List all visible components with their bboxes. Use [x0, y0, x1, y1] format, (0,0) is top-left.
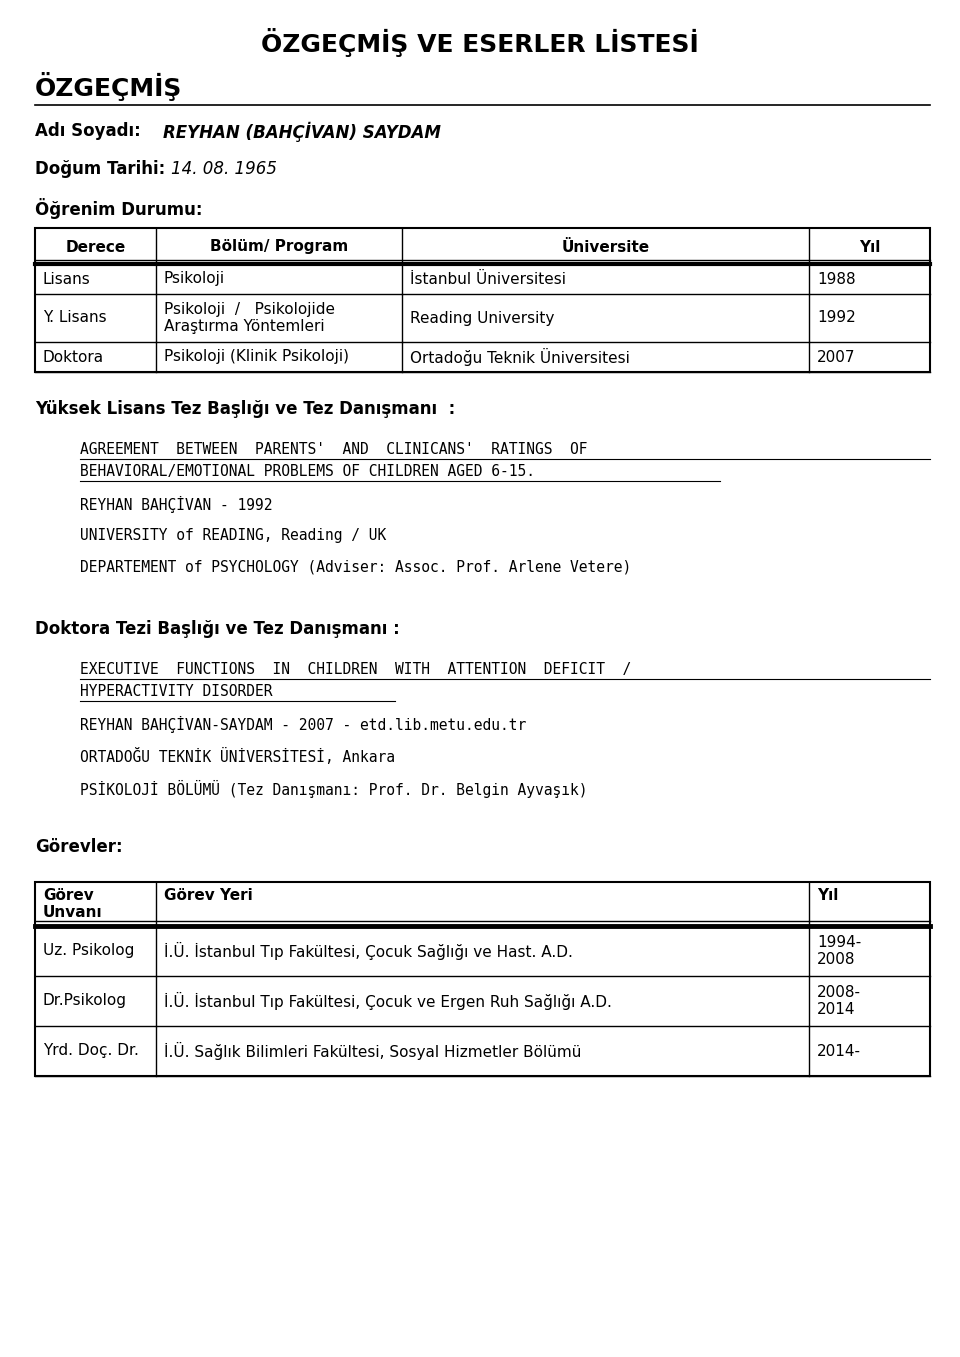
Text: BEHAVIORAL/EMOTIONAL PROBLEMS OF CHILDREN AGED 6-15.: BEHAVIORAL/EMOTIONAL PROBLEMS OF CHILDRE… [80, 464, 535, 479]
Text: İstanbul Üniversitesi: İstanbul Üniversitesi [410, 271, 566, 286]
Text: REYHAN BAHÇİVAN-SAYDAM - 2007 - etd.lib.metu.edu.tr: REYHAN BAHÇİVAN-SAYDAM - 2007 - etd.lib.… [80, 716, 526, 733]
Bar [35, 228, 930, 372]
Text: 2014-: 2014- [817, 1044, 861, 1058]
Text: Psikoloji (Klinik Psikoloji): Psikoloji (Klinik Psikoloji) [164, 350, 348, 365]
Text: Derece: Derece [65, 239, 126, 255]
Text: Yüksek Lisans Tez Başlığı ve Tez Danışmanı  :: Yüksek Lisans Tez Başlığı ve Tez Danışma… [35, 400, 455, 418]
Text: İ.Ü. İstanbul Tıp Fakültesi, Çocuk ve Ergen Ruh Sağlığı A.D.: İ.Ü. İstanbul Tıp Fakültesi, Çocuk ve Er… [164, 992, 612, 1010]
Text: HYPERACTIVITY DISORDER: HYPERACTIVITY DISORDER [80, 684, 273, 699]
Text: 1988: 1988 [817, 271, 855, 286]
Text: Dr.Psikolog: Dr.Psikolog [43, 993, 127, 1008]
Text: ÖZGEÇMİŞ VE ESERLER LİSTESİ: ÖZGEÇMİŞ VE ESERLER LİSTESİ [261, 28, 699, 57]
Text: 2008-
2014: 2008- 2014 [817, 985, 861, 1018]
Text: Adı Soyadı:: Adı Soyadı: [35, 122, 141, 140]
Text: ÖZGEÇMİŞ: ÖZGEÇMİŞ [35, 72, 182, 100]
Text: Ortadoğu Teknik Üniversitesi: Ortadoğu Teknik Üniversitesi [410, 347, 630, 366]
Text: Doğum Tarihi:: Doğum Tarihi: [35, 160, 165, 178]
Text: Görev
Unvanı: Görev Unvanı [43, 887, 103, 920]
Text: 2007: 2007 [817, 350, 855, 365]
Text: Görevler:: Görevler: [35, 839, 123, 856]
Text: Yrd. Doç. Dr.: Yrd. Doç. Dr. [43, 1044, 139, 1058]
Text: Bölüm/ Program: Bölüm/ Program [210, 239, 348, 255]
Text: Doktora Tezi Başlığı ve Tez Danışmanı :: Doktora Tezi Başlığı ve Tez Danışmanı : [35, 620, 399, 638]
Text: 1992: 1992 [817, 311, 856, 326]
Text: İ.Ü. İstanbul Tıp Fakültesi, Çocuk Sağlığı ve Hast. A.D.: İ.Ü. İstanbul Tıp Fakültesi, Çocuk Sağlı… [164, 942, 573, 959]
Bar [35, 882, 930, 1076]
Text: REYHAN BAHÇİVAN - 1992: REYHAN BAHÇİVAN - 1992 [80, 497, 273, 513]
Text: ORTADOĞU TEKNİK ÜNİVERSİTESİ, Ankara: ORTADOĞU TEKNİK ÜNİVERSİTESİ, Ankara [80, 748, 395, 765]
Text: UNIVERSITY of READING, Reading / UK: UNIVERSITY of READING, Reading / UK [80, 528, 386, 543]
Text: AGREEMENT  BETWEEN  PARENTS'  AND  CLINICANS'  RATINGS  OF: AGREEMENT BETWEEN PARENTS' AND CLINICANS… [80, 442, 588, 457]
Text: Reading University: Reading University [410, 311, 554, 326]
Text: REYHAN (BAHÇİVAN) SAYDAM: REYHAN (BAHÇİVAN) SAYDAM [163, 122, 441, 142]
Text: Yıl: Yıl [859, 239, 880, 255]
Text: Uz. Psikolog: Uz. Psikolog [43, 943, 134, 958]
Text: Yıl: Yıl [817, 887, 838, 902]
Text: İ.Ü. Sağlık Bilimleri Fakültesi, Sosyal Hizmetler Bölümü: İ.Ü. Sağlık Bilimleri Fakültesi, Sosyal … [164, 1042, 581, 1060]
Text: Öğrenim Durumu:: Öğrenim Durumu: [35, 198, 203, 218]
Text: PSİKOLOJİ BÖLÜMÜ (Tez Danışmanı: Prof. Dr. Belgin Ayvaşık): PSİKOLOJİ BÖLÜMÜ (Tez Danışmanı: Prof. D… [80, 780, 588, 798]
Text: Doktora: Doktora [43, 350, 104, 365]
Text: Psikoloji: Psikoloji [164, 271, 225, 286]
Text: DEPARTEMENT of PSYCHOLOGY (Adviser: Assoc. Prof. Arlene Vetere): DEPARTEMENT of PSYCHOLOGY (Adviser: Asso… [80, 560, 632, 575]
Text: Psikoloji  /   Psikolojide
Araştırma Yöntemleri: Psikoloji / Psikolojide Araştırma Yöntem… [164, 301, 335, 334]
Text: Görev Yeri: Görev Yeri [164, 887, 252, 902]
Text: Lisans: Lisans [43, 271, 91, 286]
Text: Üniversite: Üniversite [562, 239, 650, 255]
Text: 1994-
2008: 1994- 2008 [817, 935, 861, 968]
Text: Y. Lisans: Y. Lisans [43, 311, 107, 326]
Text: 14. 08. 1965: 14. 08. 1965 [171, 160, 277, 178]
Text: EXECUTIVE  FUNCTIONS  IN  CHILDREN  WITH  ATTENTION  DEFICIT  /: EXECUTIVE FUNCTIONS IN CHILDREN WITH ATT… [80, 662, 632, 677]
